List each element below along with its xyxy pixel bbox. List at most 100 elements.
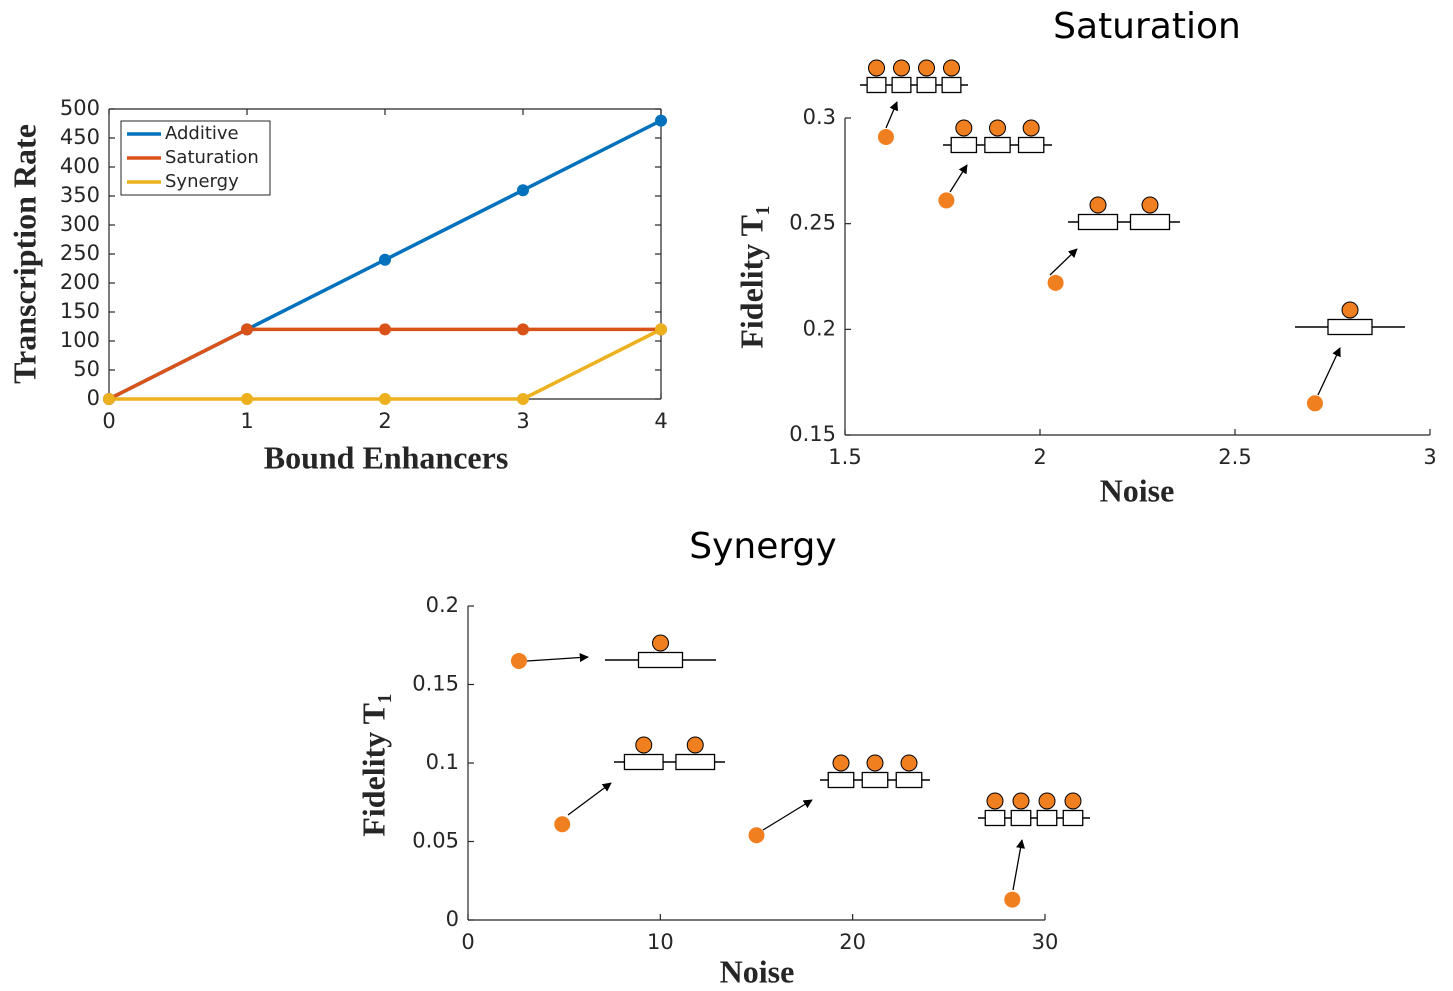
y-tick-label: 400 [60,154,100,178]
bound-factor [893,59,910,77]
annotation-arrow [885,101,898,129]
bound-factor [1064,792,1082,810]
y-axis-label: Transcription Rate [6,124,42,384]
bound-factor [868,59,885,77]
x-axis-label: Noise [1100,472,1175,508]
point [655,323,667,336]
annotation-arrow [567,782,612,816]
y-axis-label: Fidelity T₁ [733,205,769,348]
enhancer [637,651,684,669]
enhancer [1129,213,1171,231]
enhancer [984,809,1006,827]
point [517,323,529,336]
enhancer [623,753,664,771]
bound-factor [1038,792,1056,810]
x-tick-label: 1 [240,409,253,433]
y-tick-label: 250 [60,241,100,265]
y-tick-label: 0.3 [803,105,836,129]
x-tick-label: 2 [378,409,391,433]
enhancer [866,76,887,94]
x-axis-label: Bound Enhancers [264,439,509,475]
x-tick-label: 3 [1423,445,1436,469]
chart-title: Saturation [1053,6,1241,47]
bound-factor [955,119,973,137]
enhancer [950,136,978,154]
series-line [108,327,661,401]
y-tick-label: 0.05 [412,829,459,853]
annotation-arrow [1317,347,1341,396]
x-tick-label: 2.5 [1218,445,1251,469]
bound-factor [832,754,850,772]
x-tick-label: 1.5 [828,445,861,469]
point [877,129,894,146]
enhancer [891,76,912,94]
y-tick-label: 0.2 [803,316,836,340]
bound-factor [686,736,704,754]
enhancer [916,76,937,94]
bound-factor [1141,196,1159,214]
x-tick-label: 10 [647,930,674,954]
y-tick-label: 50 [73,357,100,381]
enhancer [941,76,962,94]
point [1004,891,1021,908]
enhancer [895,771,923,789]
legend-label: Synergy [165,171,239,192]
point [554,816,571,833]
enhancer [675,753,716,771]
bound-factor [866,754,884,772]
point [510,652,527,669]
y-tick-label: 100 [60,328,100,352]
bound-factor [943,59,960,77]
y-tick-label: 0.1 [426,750,459,774]
x-tick-label: 3 [516,409,529,433]
y-tick-label: 450 [60,125,100,149]
point [241,393,253,405]
bound-factor [918,59,935,77]
y-tick-label: 0 [446,907,459,931]
annotation-arrow [1012,839,1026,891]
y-tick-label: 0.25 [789,211,836,235]
enhancer [1062,809,1084,827]
bound-factor [1022,119,1040,137]
legend-label: Additive [165,123,239,144]
enhancer [1036,809,1058,827]
y-tick-label: 0.2 [426,593,459,617]
bound-factor [1012,792,1030,810]
enhancer [1017,136,1045,154]
point [517,393,529,405]
enhancer [1327,318,1373,336]
legend-label: Saturation [165,147,259,168]
x-tick-label: 0 [461,930,474,954]
enhancer [827,771,855,789]
enhancer [984,136,1011,154]
point [1047,274,1064,291]
bound-factor [652,634,669,652]
point [379,323,391,336]
bound-factor [900,754,918,772]
annotation-arrow [1049,248,1078,276]
y-tick-label: 200 [60,270,100,294]
x-tick-label: 2 [1033,445,1046,469]
y-tick-label: 150 [60,299,100,323]
point [379,393,391,405]
point [748,827,765,844]
bound-factor [635,736,653,754]
point [517,184,529,197]
x-tick-label: 0 [102,409,115,433]
point [379,253,391,266]
enhancer [861,771,889,789]
bound-factor [1341,301,1359,319]
y-tick-label: 300 [60,212,100,236]
y-axis-label: Fidelity T₁ [355,693,391,836]
series-line [109,327,662,401]
point [938,192,955,209]
point [241,323,253,336]
enhancer [1010,809,1032,827]
bound-factor [989,119,1006,137]
y-tick-label: 500 [60,96,100,120]
chart-title: Synergy [689,526,836,567]
y-tick-label: 0.15 [789,422,836,446]
annotation-arrow [949,164,968,193]
enhancer [1077,213,1119,231]
